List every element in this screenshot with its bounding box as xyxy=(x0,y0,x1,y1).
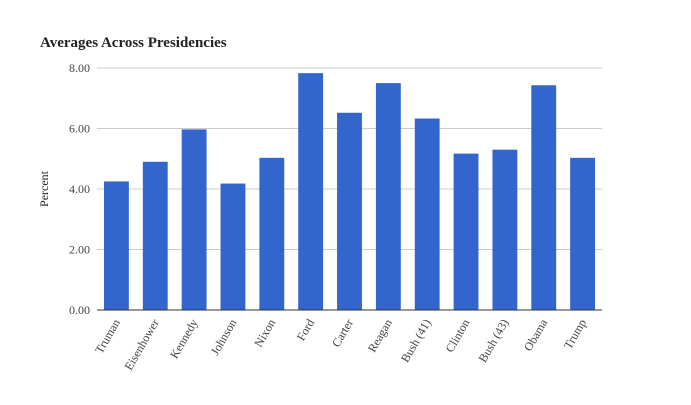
bar-eisenhower xyxy=(142,161,168,310)
bar-bush-43 xyxy=(492,149,518,310)
y-tick-label: 0.00 xyxy=(69,303,90,317)
y-tick-label: 6.00 xyxy=(69,122,90,136)
x-tick-label: Kennedy xyxy=(167,317,201,362)
bar-ford xyxy=(298,73,324,310)
chart-title: Averages Across Presidencies xyxy=(40,35,227,51)
y-axis-label: Percent xyxy=(37,170,51,207)
bar-trump xyxy=(570,157,596,310)
bar-truman xyxy=(103,181,129,310)
bar-carter xyxy=(337,112,362,311)
x-tick-label: Bush (41) xyxy=(398,317,434,365)
y-tick-label: 2.00 xyxy=(69,243,90,257)
x-tick-label: Bush (43) xyxy=(476,317,512,365)
y-tick-label: 8.00 xyxy=(69,61,90,75)
bar-obama xyxy=(531,85,557,311)
x-tick-label: Obama xyxy=(521,316,551,354)
y-tick-label: 4.00 xyxy=(69,182,90,196)
bar-clinton xyxy=(453,153,479,310)
x-tick-label: Clinton xyxy=(443,317,473,355)
bar-kennedy xyxy=(181,129,207,310)
x-tick-label: Reagan xyxy=(365,317,395,355)
bar-nixon xyxy=(259,157,285,310)
bars xyxy=(103,73,596,311)
x-tick-label: Carter xyxy=(329,316,356,349)
bar-bush-41 xyxy=(414,118,440,310)
x-tick-label: Truman xyxy=(92,317,123,357)
x-tick-label: Nixon xyxy=(251,317,278,350)
y-tick-labels: 0.00 2.00 4.00 6.00 8.00 xyxy=(69,61,90,317)
x-tick-label: Eisenhower xyxy=(121,317,161,373)
x-tick-label: Johnson xyxy=(208,317,240,358)
x-tick-label: Trump xyxy=(561,317,589,352)
bar-reagan xyxy=(375,83,401,310)
bar-johnson xyxy=(220,183,246,310)
x-tick-label: Ford xyxy=(294,317,317,344)
